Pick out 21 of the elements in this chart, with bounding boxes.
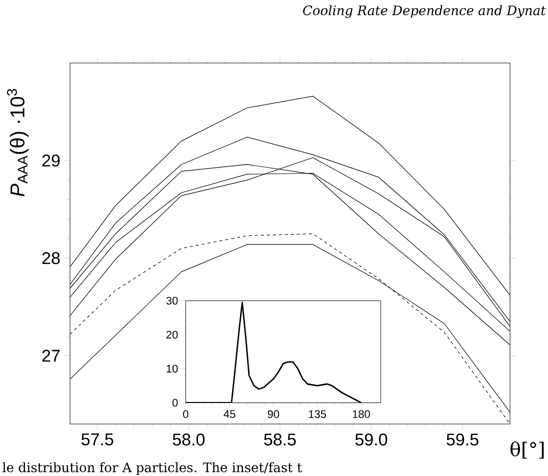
- text: le distribution for A particles. The inset/fast t: [2, 462, 302, 475]
- x-tick-label: 58.0: [172, 434, 205, 446]
- y-tick-label: 28: [42, 252, 60, 264]
- y-tick-label: 10: [166, 364, 178, 373]
- x-axis-title: θ[°]: [510, 442, 544, 459]
- y-axis-title: P$_{AAA}$(θ) ·10$^{3}$: [7, 89, 28, 196]
- x-tick-label: 45: [224, 410, 236, 418]
- y-tick-label: 0: [172, 398, 178, 407]
- text: Cooling Rate Dependence and Dynat: [303, 5, 546, 18]
- x-tick-label: 59.0: [355, 434, 388, 446]
- x-tick-label: 57.5: [82, 434, 114, 446]
- x-tick-label: 90: [268, 410, 280, 418]
- y-tick-label: 27: [42, 350, 60, 362]
- x-tick-label: 0: [183, 410, 188, 418]
- x-tick-label: 58.5: [264, 434, 296, 446]
- y-tick-label: 20: [166, 330, 178, 339]
- y-tick-label: 30: [166, 296, 178, 305]
- x-tick-label: 59.5: [446, 434, 478, 446]
- x-tick-label: 180: [352, 410, 370, 418]
- y-tick-label: 29: [42, 154, 60, 167]
- x-tick-label: 135: [308, 410, 326, 418]
